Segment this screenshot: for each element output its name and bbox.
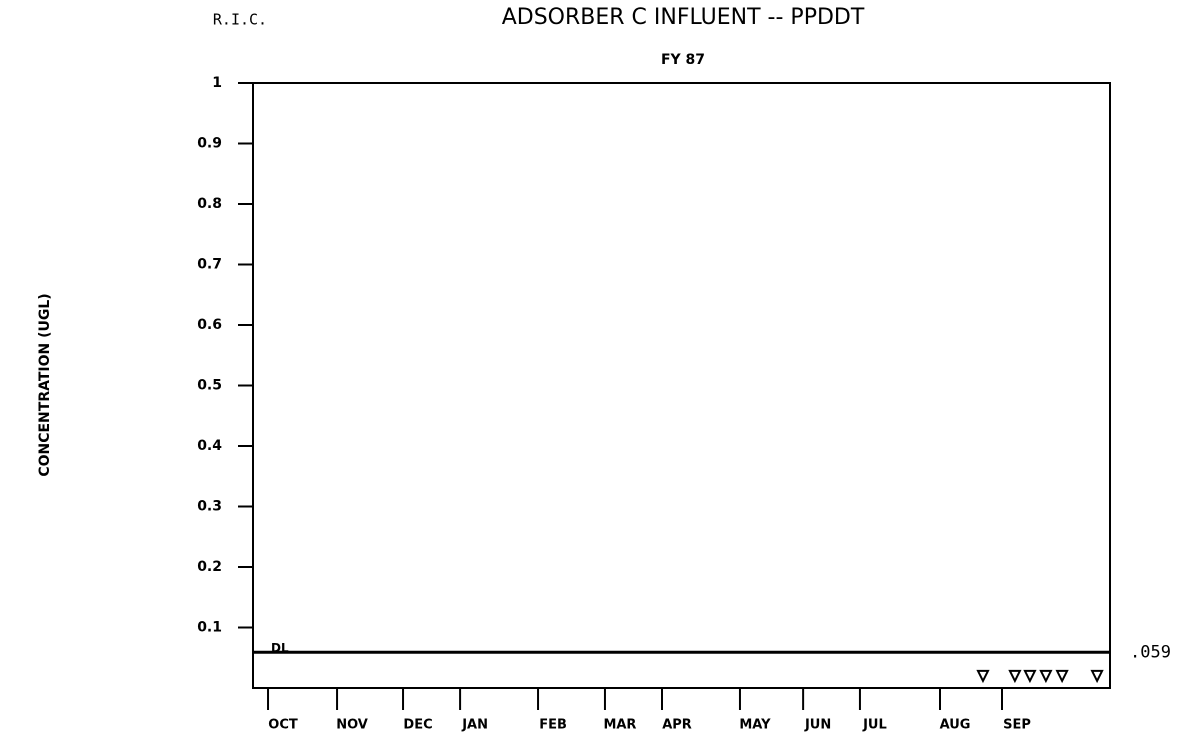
point	[1023, 669, 1037, 684]
x-tick-label: MAR	[603, 718, 636, 733]
x-tick-label: DEC	[403, 718, 432, 733]
x-tick-label: MAY	[739, 718, 771, 733]
y-tick-label: 0.3	[197, 499, 222, 515]
x-tick-label: FEB	[539, 718, 567, 733]
y-tick-label: 0.4	[197, 438, 222, 454]
y-axis-label: CONCENTRATION (UGL)	[37, 293, 53, 476]
x-tick-label: JAN	[461, 718, 488, 733]
y-tick-label: 0.7	[197, 257, 222, 273]
plot-frame	[252, 82, 1111, 689]
point	[1039, 669, 1053, 684]
point	[976, 669, 990, 684]
y-tick-label: 0.8	[197, 196, 222, 212]
chart-subtitle: FY 87	[661, 52, 705, 68]
y-tick-label: 0.1	[197, 620, 222, 636]
point	[1055, 669, 1069, 684]
y-tick-label: 0.2	[197, 559, 222, 575]
y-tick-label: 1	[212, 75, 222, 91]
x-tick-label: AUG	[940, 718, 971, 733]
reference-value-label: .059	[1130, 642, 1171, 662]
x-tick-label: APR	[662, 718, 692, 733]
point	[1008, 669, 1022, 684]
y-tick-label: 0.9	[197, 136, 222, 152]
x-tick-label: JUL	[862, 718, 887, 733]
x-tick-label: SEP	[1003, 718, 1031, 733]
y-tick-label: 0.6	[197, 317, 222, 333]
chart-title: ADSORBER C INFLUENT -- PPDDT	[502, 5, 865, 30]
point	[1090, 669, 1104, 684]
y-tick-label: 0.5	[197, 378, 222, 394]
x-tick-label: OCT	[268, 718, 298, 733]
x-tick-label: JUN	[804, 718, 831, 733]
corner-label: R.I.C.	[213, 11, 267, 29]
x-tick-label: NOV	[336, 718, 368, 733]
reference-label: DL	[271, 641, 289, 655]
